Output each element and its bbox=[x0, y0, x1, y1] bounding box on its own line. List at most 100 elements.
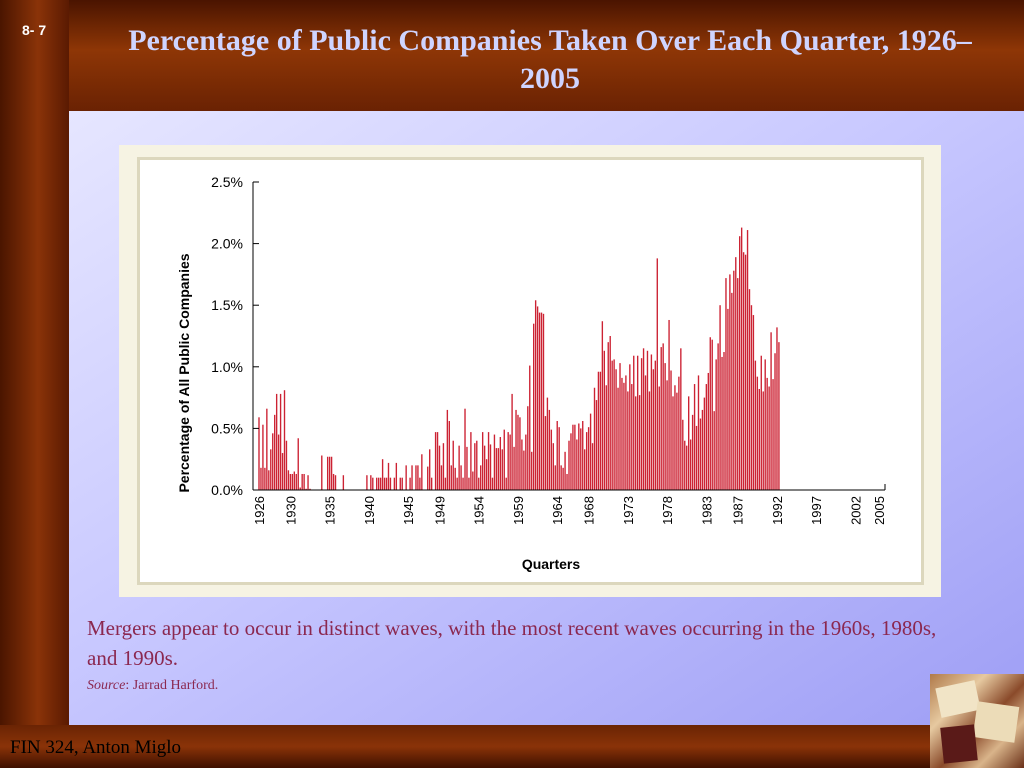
bar bbox=[744, 254, 747, 490]
x-tick-label: 2005 bbox=[872, 496, 887, 525]
x-tick-label: 1997 bbox=[809, 496, 824, 525]
bar bbox=[635, 396, 637, 490]
bar bbox=[395, 462, 398, 490]
bar bbox=[774, 353, 776, 490]
bar bbox=[570, 433, 572, 490]
bar bbox=[636, 355, 639, 490]
x-axis: 1926 1930 1935 1940 1945 1949 1954 1959 1964 1968… bbox=[252, 484, 887, 525]
bar bbox=[452, 440, 454, 490]
bar bbox=[481, 432, 484, 490]
y-tick-label: 1.0% bbox=[211, 359, 243, 375]
source-label: Source bbox=[87, 678, 126, 693]
bar bbox=[328, 456, 331, 490]
bar bbox=[264, 467, 266, 490]
x-axis-title: Quarters bbox=[522, 556, 581, 572]
bar bbox=[515, 409, 517, 490]
slide-caption: Mergers appear to occur in distinct wave… bbox=[87, 616, 937, 670]
bar bbox=[489, 444, 492, 490]
bar bbox=[421, 454, 423, 490]
bar bbox=[723, 352, 725, 490]
bar bbox=[680, 348, 682, 490]
bar bbox=[279, 393, 282, 490]
bar bbox=[270, 449, 272, 490]
bar bbox=[287, 470, 290, 490]
source-text: : Jarrad Harford. bbox=[125, 678, 219, 693]
bar bbox=[321, 455, 323, 490]
bar bbox=[607, 342, 609, 490]
bar bbox=[550, 429, 553, 490]
bar bbox=[691, 414, 694, 490]
bar bbox=[405, 465, 407, 490]
bar bbox=[727, 308, 729, 490]
bar bbox=[619, 363, 621, 490]
bar bbox=[401, 477, 403, 490]
bar bbox=[735, 257, 737, 490]
bar bbox=[370, 475, 372, 490]
bar bbox=[258, 417, 260, 490]
bar bbox=[589, 413, 592, 490]
bar bbox=[587, 427, 590, 490]
bar bbox=[379, 477, 382, 490]
bar bbox=[746, 230, 749, 491]
bar bbox=[584, 449, 586, 490]
bar bbox=[760, 355, 762, 490]
bar bbox=[283, 390, 286, 490]
bar bbox=[529, 365, 531, 490]
bar bbox=[554, 465, 556, 490]
x-tick-label: 1935 bbox=[323, 496, 338, 525]
bar bbox=[593, 387, 596, 490]
x-tick-label: 2002 bbox=[849, 496, 864, 525]
bar bbox=[668, 319, 670, 490]
x-tick-label: 1992 bbox=[770, 496, 785, 525]
bar bbox=[378, 477, 380, 490]
bar bbox=[652, 369, 655, 490]
bar bbox=[519, 417, 521, 490]
bar bbox=[703, 397, 706, 490]
bar bbox=[648, 391, 651, 490]
bar bbox=[517, 414, 519, 490]
bar bbox=[293, 471, 295, 490]
bar bbox=[527, 406, 529, 490]
bar bbox=[456, 477, 458, 490]
bar bbox=[733, 270, 735, 490]
x-tick-label: 1978 bbox=[660, 496, 675, 525]
bar bbox=[487, 432, 490, 490]
bar bbox=[438, 445, 441, 490]
bar bbox=[381, 459, 384, 490]
bar bbox=[533, 323, 535, 490]
x-tick-label: 1964 bbox=[550, 496, 565, 525]
bar bbox=[268, 470, 270, 490]
bar bbox=[442, 443, 445, 490]
bar bbox=[448, 421, 450, 490]
bar bbox=[330, 456, 333, 490]
bar bbox=[309, 488, 311, 490]
bar bbox=[260, 467, 262, 490]
bar bbox=[376, 477, 378, 490]
bar bbox=[646, 350, 649, 490]
bar bbox=[307, 475, 309, 490]
bar bbox=[644, 375, 647, 490]
bar bbox=[464, 408, 466, 490]
bar bbox=[719, 305, 721, 490]
bar bbox=[697, 375, 700, 490]
bar bbox=[511, 393, 513, 490]
bar bbox=[429, 449, 431, 490]
bar bbox=[658, 386, 660, 490]
bar bbox=[503, 429, 505, 490]
bar bbox=[478, 477, 480, 490]
bar bbox=[305, 488, 307, 490]
bar bbox=[483, 445, 486, 490]
bar bbox=[627, 391, 629, 490]
bar bbox=[670, 370, 672, 490]
bar-chart: 0.0% 0.5% 1.0% 1.5% 2.0% 2.5% 1926 1930 1935 194… bbox=[176, 174, 887, 572]
y-tick-label: 0.5% bbox=[211, 420, 243, 436]
bar bbox=[427, 466, 429, 490]
bar bbox=[493, 434, 496, 490]
bar bbox=[548, 409, 551, 490]
bar bbox=[574, 424, 576, 490]
bar bbox=[693, 384, 696, 490]
bar bbox=[495, 448, 498, 490]
bar bbox=[366, 475, 368, 490]
x-tick-label: 1959 bbox=[511, 496, 526, 525]
bar bbox=[750, 305, 753, 490]
